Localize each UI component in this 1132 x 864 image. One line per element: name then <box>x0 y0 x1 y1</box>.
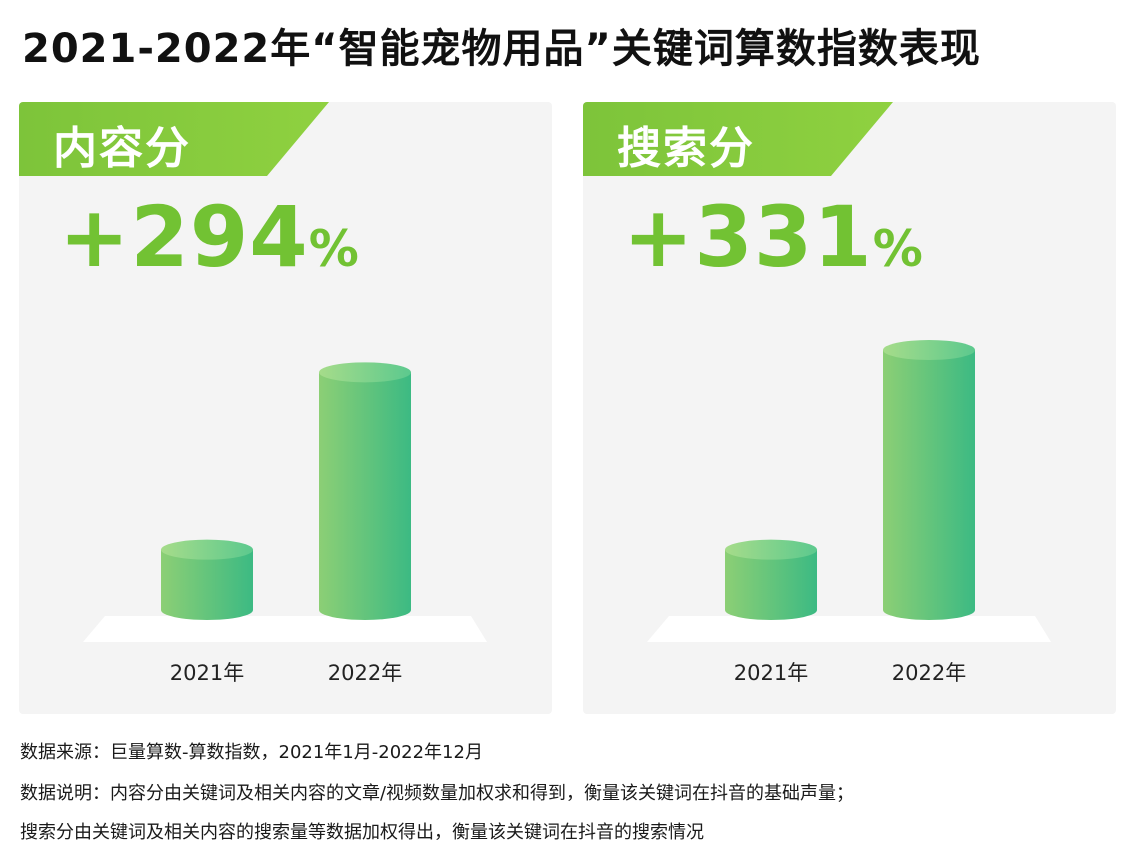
content-score-growth: +294% <box>59 188 359 286</box>
search-score-panel: 搜索分 +331% 2021年 2022年 <box>583 102 1116 714</box>
data-explanation-line1: 数据说明：内容分由关键词及相关内容的文章/视频数量加权求和得到，衡量该关键词在抖… <box>20 783 855 804</box>
search-score-chart: 2021年 2022年 <box>647 340 1051 685</box>
bar-top <box>161 539 253 560</box>
content-score-growth-value: +294 <box>59 188 309 286</box>
bar-2 <box>883 340 975 620</box>
content-score-chart: 2021年 2022年 <box>83 362 487 685</box>
bar-top <box>883 340 975 360</box>
bar-body <box>319 372 411 620</box>
content-score-label: 内容分 <box>53 123 191 174</box>
bar-2 <box>319 362 411 620</box>
chart-floor <box>83 616 487 642</box>
category-label: 2022年 <box>328 661 402 685</box>
category-label: 2021年 <box>170 661 244 685</box>
bar-1 <box>725 539 817 620</box>
search-score-growth: +331% <box>623 188 923 286</box>
bar-body <box>161 549 253 620</box>
search-score-banner <box>583 102 893 176</box>
bar-1 <box>161 539 253 620</box>
content-score-growth-unit: % <box>308 220 359 278</box>
bar-top <box>725 539 817 560</box>
data-source-note: 数据来源：巨量算数-算数指数，2021年1月-2022年12月 <box>20 742 483 763</box>
chart-floor <box>647 616 1051 642</box>
data-explanation-line2: 搜索分由关键词及相关内容的搜索量等数据加权得出，衡量该关键词在抖音的搜索情况 <box>20 822 704 843</box>
bar-body <box>725 549 817 620</box>
category-label: 2021年 <box>734 661 808 685</box>
search-score-growth-unit: % <box>872 220 923 278</box>
bar-top <box>319 362 411 383</box>
category-label: 2022年 <box>892 661 966 685</box>
search-score-label: 搜索分 <box>617 123 755 174</box>
search-score-growth-value: +331 <box>623 188 873 286</box>
bar-body <box>883 350 975 620</box>
page-title: 2021-2022年“智能宠物用品”关键词算数指数表现 <box>22 26 981 72</box>
content-score-panel: 内容分 +294% 2021年 2022年 <box>19 102 552 714</box>
